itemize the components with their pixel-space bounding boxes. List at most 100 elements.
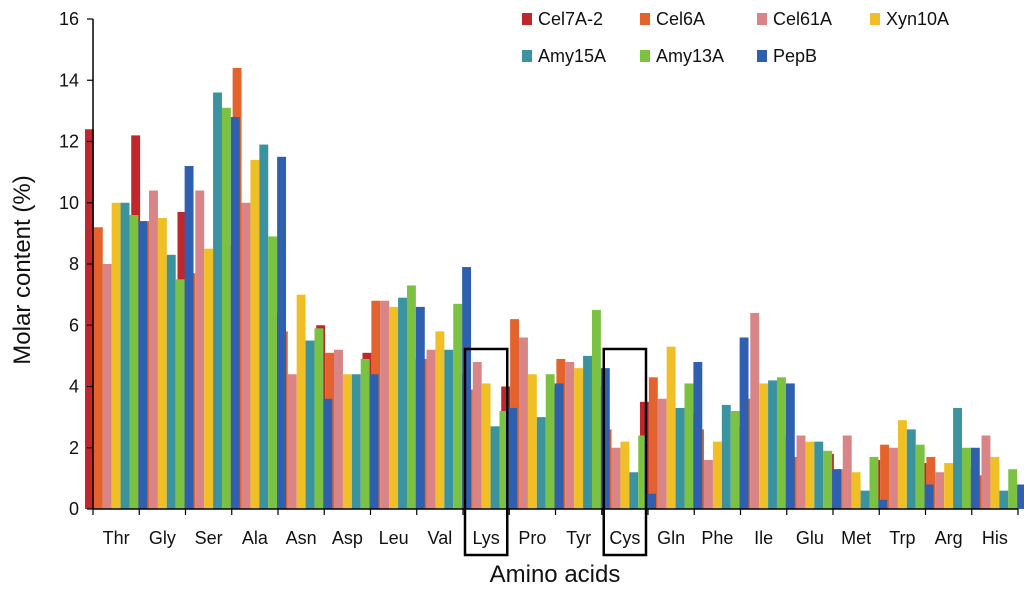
bar-pepb-cys <box>647 493 657 509</box>
x-tick-label-lys: Lys <box>472 528 499 548</box>
bar-amy15a-leu <box>398 297 407 509</box>
x-tick-label-ala: Ala <box>242 528 269 548</box>
bar-amy13a-his <box>1008 469 1018 509</box>
bar-amy15a-val <box>444 349 454 509</box>
bar-cel7a-2-thr <box>84 129 94 509</box>
x-tick-label-glu: Glu <box>796 528 824 548</box>
bar-amy13a-leu <box>406 285 416 509</box>
y-tick-label: 10 <box>59 193 79 213</box>
x-tick-label-tyr: Tyr <box>566 528 591 548</box>
bar-pepb-met <box>878 499 888 509</box>
x-tick-label-pro: Pro <box>518 528 546 548</box>
x-tick-label-leu: Leu <box>379 528 409 548</box>
bar-pepb-gly <box>184 166 194 509</box>
bar-cel61a-arg <box>935 472 945 509</box>
x-tick-label-val: Val <box>428 528 453 548</box>
bar-pepb-ile <box>785 383 795 509</box>
x-tick-label-his: His <box>982 528 1008 548</box>
bar-pepb-glu <box>832 469 842 509</box>
bar-pepb-his <box>1017 484 1024 509</box>
bar-xyn10a-cys <box>620 441 630 510</box>
highlight-box-cys <box>602 347 648 557</box>
bar-amy15a-asn <box>305 340 315 509</box>
bar-pepb-asp <box>369 374 379 509</box>
bar-amy13a-trp <box>915 444 925 509</box>
bar-amy13a-thr <box>129 215 139 509</box>
axes-layer: 0 2 4 6 8 10 12 14 16 Thr Gly Ser Ala Asn Asp Leu Val Lys… <box>59 9 1019 548</box>
bar-amy15a-met <box>860 490 870 510</box>
bar-cel61a-val <box>426 349 436 509</box>
y-tick-label: 0 <box>69 499 79 519</box>
bar-pepb-pro <box>554 383 564 509</box>
bar-cel6a-trp <box>880 444 890 509</box>
legend-label-cel6a: Cel6A <box>656 9 705 29</box>
bar-pepb-leu <box>415 306 425 510</box>
bar-pepb-arg <box>970 447 980 509</box>
bar-amy13a-tyr <box>591 309 601 509</box>
bar-amy15a-asp <box>351 374 361 509</box>
bar-amy13a-lys <box>499 411 509 509</box>
bar-cel61a-gln <box>657 398 667 509</box>
bar-xyn10a-his <box>990 456 1000 509</box>
legend: Cel7A-2 Cel6A Cel61A Xyn10A Amy15A Amy13A PepB <box>522 9 949 66</box>
x-tick-label-asp: Asp <box>332 528 363 548</box>
legend-swatch-cel7a-2 <box>522 13 532 25</box>
bar-amy15a-ser <box>213 92 222 509</box>
bar-amy15a-his <box>999 490 1009 510</box>
bar-cel6a-gln <box>648 377 658 509</box>
bar-pepb-asn <box>323 398 333 509</box>
bar-amy13a-asp <box>360 358 370 509</box>
bar-cel61a-asp <box>334 349 343 509</box>
bar-cel61a-ser <box>195 190 205 509</box>
bar-xyn10a-tyr <box>574 368 584 510</box>
bar-cel61a-tyr <box>565 362 575 509</box>
bar-pepb-ser <box>230 117 240 509</box>
x-tick-label-met: Met <box>841 528 871 548</box>
bars-layer <box>84 68 1024 510</box>
x-tick-label-phe: Phe <box>701 528 733 548</box>
y-axis-title: Molar content (%) <box>9 175 36 364</box>
bar-xyn10a-ile <box>759 383 769 509</box>
bar-cel61a-asn <box>287 374 297 509</box>
bar-amy15a-arg <box>953 407 962 509</box>
legend-label-cel7a-2: Cel7A-2 <box>538 9 603 29</box>
bar-amy15a-tyr <box>583 355 592 510</box>
legend-label-pepb: PepB <box>773 46 817 66</box>
bar-cel61a-pro <box>519 337 528 509</box>
y-tick-label: 2 <box>69 438 79 458</box>
bar-xyn10a-arg <box>944 463 954 509</box>
bar-pepb-tyr <box>600 368 610 510</box>
bar-cel61a-met <box>842 435 852 509</box>
y-tick-label: 14 <box>59 70 79 90</box>
bar-xyn10a-trp <box>897 420 907 509</box>
bar-cel6a-thr <box>93 227 103 509</box>
bar-cel61a-glu <box>796 435 806 509</box>
bar-amy13a-pro <box>545 374 555 509</box>
bar-amy13a-arg <box>961 447 971 509</box>
bar-amy15a-phe <box>721 404 731 510</box>
bar-amy15a-pro <box>536 417 546 510</box>
bar-amy13a-glu <box>823 450 833 509</box>
bar-pepb-phe <box>739 337 749 509</box>
x-tick-label-gly: Gly <box>149 528 176 548</box>
bar-xyn10a-val <box>435 331 445 510</box>
bar-amy13a-ser <box>221 107 231 509</box>
bar-cel61a-leu <box>380 300 390 509</box>
bar-amy15a-ala <box>259 144 269 509</box>
bar-amy13a-ala <box>268 236 278 509</box>
bar-xyn10a-gln <box>666 346 676 509</box>
x-tick-label-trp: Trp <box>889 528 915 548</box>
highlight-box-lys <box>463 347 509 557</box>
bar-cel61a-cys <box>611 447 621 509</box>
bar-xyn10a-ser <box>204 248 214 509</box>
x-tick-label-arg: Arg <box>935 528 963 548</box>
x-axis-title: Amino acids <box>490 561 621 588</box>
bar-cel6a-arg <box>926 456 936 509</box>
x-tick-label-thr: Thr <box>103 528 130 548</box>
legend-swatch-amy15a <box>522 50 532 62</box>
bar-amy15a-gly <box>166 254 176 509</box>
bar-amy13a-val <box>453 303 463 509</box>
y-tick-label: 8 <box>69 254 79 274</box>
bar-xyn10a-leu <box>389 306 399 510</box>
